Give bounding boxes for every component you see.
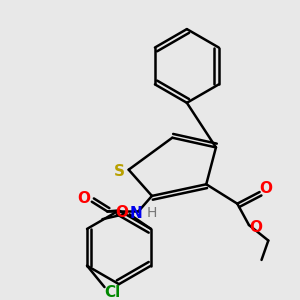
Text: O: O [259, 181, 272, 196]
Text: S: S [113, 164, 124, 179]
Text: H: H [147, 206, 157, 220]
Text: O: O [115, 205, 128, 220]
Text: N: N [130, 206, 143, 221]
Text: O: O [77, 191, 91, 206]
Text: O: O [249, 220, 262, 236]
Text: Cl: Cl [104, 285, 120, 300]
